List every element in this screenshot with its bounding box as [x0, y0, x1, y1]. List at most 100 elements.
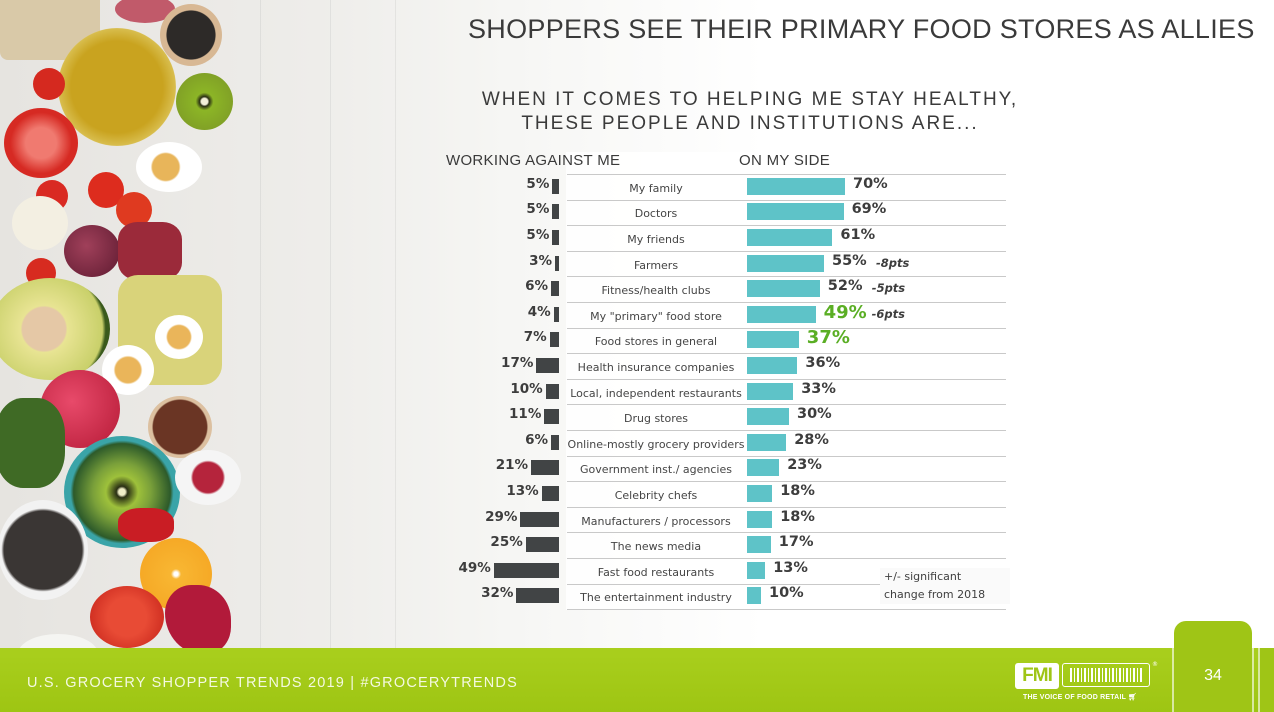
label-working-against-me: 17%	[501, 355, 534, 371]
egg-image	[136, 142, 202, 192]
slide-title: SHOPPERS SEE THEIR PRIMARY FOOD STORES A…	[468, 14, 1255, 44]
label-working-against-me: 7%	[523, 329, 547, 346]
category-label: Celebrity chefs	[614, 489, 698, 502]
bar-working-against-me	[545, 383, 559, 399]
bar-working-against-me	[541, 486, 559, 501]
row-divider	[567, 455, 1006, 457]
row-divider	[567, 532, 1006, 534]
label-on-my-side: 61%	[840, 227, 876, 243]
category-label: Drug stores	[624, 412, 688, 426]
label-working-against-me: 25%	[490, 534, 523, 551]
category-label: Food stores in general	[594, 335, 718, 349]
pomegranate-image	[115, 0, 175, 23]
chili-image	[118, 508, 174, 542]
bar-working-against-me	[555, 255, 559, 271]
change-annotation: -5pts	[871, 281, 906, 296]
olive-oil-bowl-image	[58, 28, 176, 146]
row-divider	[567, 225, 1006, 227]
label-on-my-side: 18%	[780, 508, 815, 525]
bar-on-my-side	[747, 433, 787, 451]
bar-on-my-side	[747, 254, 824, 272]
label-working-against-me: 11%	[509, 406, 542, 423]
shopping-cart-icon: 🛒︎	[1128, 694, 1138, 701]
label-working-against-me: 13%	[506, 483, 539, 499]
bar-working-against-me	[551, 434, 559, 450]
category-label: The entertainment industry	[580, 591, 732, 605]
label-working-against-me: 6%	[525, 431, 549, 448]
pomegranate-image	[118, 222, 182, 280]
label-on-my-side: 17%	[778, 534, 814, 551]
page-number: 34	[1204, 667, 1222, 684]
row-divider	[567, 583, 1006, 585]
label-working-against-me: 21%	[495, 457, 529, 474]
label-working-against-me: 49%	[458, 559, 491, 576]
bar-working-against-me	[516, 588, 559, 604]
red-pepper-image	[165, 585, 231, 648]
label-working-against-me: 6%	[525, 278, 549, 295]
tomato-image	[90, 586, 164, 648]
cauliflower-image	[12, 196, 68, 250]
category-label: My "primary" food store	[590, 309, 722, 323]
label-working-against-me: 5%	[526, 175, 550, 192]
label-on-my-side: 33%	[801, 380, 836, 397]
row-divider	[567, 250, 1006, 252]
legend-working-against-me: WORKING AGAINST ME	[446, 152, 621, 169]
chart-subtitle: WHEN IT COMES TO HELPING ME STAY HEALTHY…	[440, 88, 1060, 136]
fmi-tagline: THE VOICE OF FOOD RETAIL 🛒︎	[1023, 694, 1138, 701]
label-on-my-side: 36%	[805, 355, 841, 371]
bar-on-my-side	[747, 357, 798, 374]
footer-bar: U.S. GROCERY SHOPPER TRENDS 2019 | #GROC…	[0, 648, 1274, 712]
label-working-against-me: 5%	[526, 227, 550, 243]
label-on-my-side: 10%	[769, 585, 804, 602]
bar-on-my-side	[747, 305, 816, 323]
row-divider	[567, 609, 1006, 611]
category-label: Manufacturers / processors	[581, 514, 731, 528]
milk-glass-image	[18, 634, 98, 648]
label-on-my-side: 30%	[797, 406, 832, 423]
label-on-my-side: 37%	[806, 327, 850, 349]
bar-on-my-side	[747, 229, 833, 246]
red-onion-image	[64, 225, 120, 277]
subtitle-line-1: WHEN IT COMES TO HELPING ME STAY HEALTHY…	[481, 89, 1019, 110]
footer-right-strip	[1258, 648, 1274, 712]
bar-on-my-side	[747, 408, 789, 426]
row-divider	[567, 378, 1006, 380]
label-on-my-side: 49%	[823, 301, 867, 323]
label-working-against-me: 29%	[485, 508, 518, 525]
row-divider	[567, 481, 1006, 483]
chart-panel	[566, 152, 1008, 610]
label-on-my-side: 70%	[853, 175, 888, 192]
bar-working-against-me	[552, 178, 559, 194]
bar-on-my-side	[747, 459, 780, 477]
bar-on-my-side	[747, 510, 773, 528]
row-divider	[567, 558, 1006, 559]
bar-working-against-me	[544, 409, 559, 425]
row-divider	[567, 276, 1006, 278]
bar-on-my-side	[747, 561, 766, 579]
bar-working-against-me	[553, 306, 559, 322]
significance-note: +/- significant change from 2018	[880, 568, 1010, 604]
avocado-image	[0, 278, 110, 380]
row-divider	[567, 174, 1006, 175]
bar-on-my-side	[747, 587, 761, 605]
label-on-my-side: 52%	[827, 278, 863, 295]
category-label: The news media	[610, 540, 702, 554]
category-label: Fitness/health clubs	[601, 284, 711, 298]
bar-working-against-me	[552, 230, 559, 245]
bar-on-my-side	[747, 485, 773, 502]
bar-on-my-side	[747, 280, 820, 298]
category-label: Local, independent restaurants	[570, 386, 742, 400]
note-line-2: change from 2018	[884, 588, 986, 601]
legend-on-my-side: ON MY SIDE	[739, 152, 831, 169]
chia-bowl-image	[160, 4, 222, 66]
bar-working-against-me	[536, 358, 559, 373]
label-working-against-me: 32%	[481, 585, 514, 602]
category-label: Government inst./ agencies	[580, 463, 732, 477]
bar-on-my-side	[747, 203, 844, 221]
spoon-pomegranate-image	[175, 450, 241, 505]
bar-working-against-me	[549, 332, 559, 348]
bar-on-my-side	[747, 382, 794, 400]
row-divider	[567, 430, 1006, 431]
row-divider	[567, 302, 1006, 303]
